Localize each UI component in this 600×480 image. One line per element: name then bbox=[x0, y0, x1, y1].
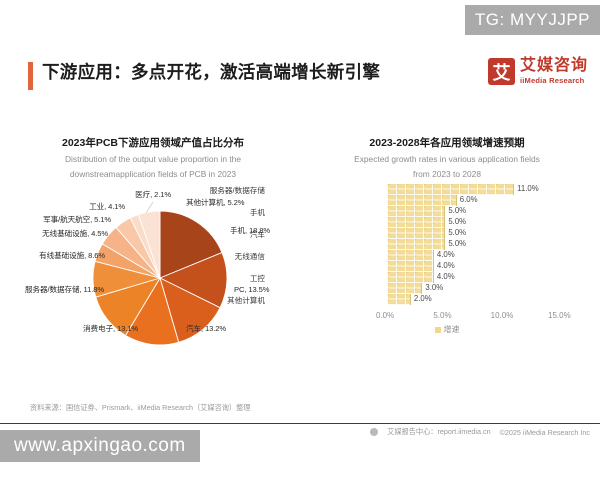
bar-category-label: 无线通信 bbox=[234, 252, 265, 261]
title-accent-bar bbox=[28, 62, 33, 90]
x-axis-tick-label: 5.0% bbox=[433, 311, 452, 320]
bar-value-label: 2.0% bbox=[413, 294, 432, 303]
bar-value-label: 4.0% bbox=[436, 261, 455, 270]
legend-swatch-icon bbox=[434, 326, 441, 333]
brand-name-cn: 艾媒咨询 bbox=[519, 57, 588, 75]
copyright-text: ©2025 iiMedia Research Inc bbox=[499, 427, 590, 437]
bar-row: 3.0% bbox=[387, 283, 559, 294]
x-axis-tick-label: 10.0% bbox=[490, 311, 514, 320]
bar-row: 服务器/数据存储 11.0% bbox=[210, 184, 559, 195]
bar-row: 6.0% bbox=[387, 195, 559, 206]
bar-fill[interactable] bbox=[387, 217, 446, 228]
bar-row: 无线通信 4.0% bbox=[235, 250, 559, 261]
bar-fill[interactable] bbox=[387, 206, 446, 217]
pie-chart-subtitle-line2: downstreamapplication fields of PCB in 2… bbox=[69, 169, 237, 180]
bar-category-label: 汽车 bbox=[249, 230, 265, 239]
page-title: 下游应用：多点开花，激活高端增长新引擎 bbox=[42, 62, 381, 82]
bar-chart-subtitle-line2: from 2023 to 2028 bbox=[413, 169, 481, 180]
bar-fill[interactable] bbox=[387, 283, 423, 294]
pie-slice-label: 军事/航天航空, 5.1% bbox=[43, 215, 111, 224]
pie-slice-label: 消费电子, 13.1% bbox=[82, 324, 138, 333]
pie-slice-label: 服务器/数据存储, 11.8% bbox=[25, 285, 104, 294]
footer-meta: 艾媒报告中心：report.iimedia.cn ©2025 iiMedia R… bbox=[370, 427, 590, 437]
pie-svg bbox=[92, 201, 228, 346]
x-axis-tick-label: 15.0% bbox=[548, 311, 571, 320]
report-center-link[interactable]: 艾媒报告中心：report.iimedia.cn bbox=[387, 427, 491, 436]
pie-slice-label: 手机, 18.8% bbox=[230, 226, 271, 235]
brand-text-block: 艾媒咨询 iiMedia Research bbox=[520, 58, 588, 85]
pie-slice-label: PC, 13.5% bbox=[234, 285, 270, 294]
pie-slice-label: 汽车, 13.2% bbox=[186, 324, 227, 333]
telegram-watermark: TG: MYYJJPP bbox=[464, 5, 600, 35]
bar-chart-legend: 增速 bbox=[302, 324, 592, 335]
pie-chart-panel: 2023年PCB下游应用领域产值占比分布 Distribution of the… bbox=[8, 118, 298, 388]
bar-row: 5.0% bbox=[387, 239, 559, 250]
bar-row: 手机 5.0% bbox=[250, 206, 559, 217]
legend-label: 增速 bbox=[443, 325, 460, 334]
pie-chart-subtitle-line1: Distribution of the output value proport… bbox=[65, 154, 241, 165]
bar-fill[interactable] bbox=[387, 184, 515, 195]
bar-value-label: 6.0% bbox=[459, 195, 478, 204]
bar-category-label: 其他计算机 bbox=[227, 296, 265, 305]
bar-value-label: 11.0% bbox=[517, 184, 539, 193]
pie-slice bbox=[158, 251, 228, 309]
bar-chart-panel: 2023-2028年各应用领域增速预期 Expected growth rate… bbox=[210, 118, 592, 388]
bar-chart-title: 2023-2028年各应用领域增速预期 bbox=[369, 137, 525, 149]
bar-fill[interactable] bbox=[387, 228, 446, 239]
bar-value-label: 5.0% bbox=[448, 228, 467, 237]
site-watermark: www.apxingao.com bbox=[0, 430, 200, 462]
bar-value-label: 3.0% bbox=[425, 283, 444, 292]
slide-header: 下游应用：多点开花，激活高端增长新引擎 bbox=[0, 57, 600, 97]
bar-value-label: 4.0% bbox=[436, 250, 455, 259]
bar-fill[interactable] bbox=[387, 195, 457, 206]
bar-value-label: 5.0% bbox=[448, 206, 467, 215]
bar-row: 汽车 5.0% bbox=[250, 228, 559, 239]
footer-logo-icon bbox=[370, 428, 379, 436]
pie-slice-label: 其他计算机, 5.2% bbox=[186, 198, 245, 207]
bar-fill[interactable] bbox=[387, 272, 434, 283]
pie-leader-line bbox=[145, 201, 154, 214]
bar-fill[interactable] bbox=[387, 250, 434, 261]
pie-slice-label: 医疗, 2.1% bbox=[135, 190, 171, 199]
pie-slice bbox=[137, 210, 161, 279]
bar-chart-subtitle-line1: Expected growth rates in various applica… bbox=[354, 154, 540, 165]
brand-mark-icon: 艾 bbox=[487, 58, 515, 85]
pie-slice bbox=[159, 210, 223, 279]
source-note: 资料来源：国信证券、Prismark、iiMedia Research（艾媒咨询… bbox=[30, 403, 251, 412]
bar-row: 5.0% bbox=[387, 217, 559, 228]
pie-chart-plot: 手机, 18.8% PC, 13.5% 汽车, 13.2% 消费电子, 13.1% 服务… bbox=[8, 180, 298, 380]
pie-slice bbox=[124, 276, 180, 346]
bar-row: 4.0% bbox=[387, 261, 559, 272]
pie-slice-label: 无线基础设施, 4.5% bbox=[42, 229, 108, 238]
bar-category-label: 手机 bbox=[249, 208, 265, 217]
bar-category-label: 工控 bbox=[249, 274, 265, 283]
bar-value-label: 5.0% bbox=[448, 217, 467, 226]
bar-fill[interactable] bbox=[387, 261, 434, 272]
bar-value-label: 4.0% bbox=[436, 272, 455, 281]
pie-slice bbox=[159, 277, 221, 343]
bar-category-label: 服务器/数据存储 bbox=[209, 186, 265, 195]
bar-fill[interactable] bbox=[387, 239, 446, 250]
bar-value-label: 5.0% bbox=[448, 239, 467, 248]
pie-slice-label: 有线基础设施, 8.6% bbox=[39, 251, 105, 260]
brand-logo: 艾 艾媒咨询 iiMedia Research bbox=[487, 58, 588, 85]
bar-fill[interactable] bbox=[387, 294, 411, 305]
footer-divider bbox=[0, 423, 600, 424]
x-axis-tick-label: 0.0% bbox=[376, 311, 395, 320]
pie-chart-title: 2023年PCB下游应用领域产值占比分布 bbox=[61, 137, 245, 149]
pie-slice-label: 工业, 4.1% bbox=[89, 202, 125, 211]
bar-row: 工控 4.0% bbox=[250, 272, 559, 283]
brand-name-en: iiMedia Research bbox=[519, 76, 585, 86]
bar-chart-plot: 服务器/数据存储 11.0% 6.0% 手机 5.0% 5.0% 汽车 5.0% 5.0% 无线通… bbox=[210, 180, 592, 380]
bar-row: 其他计算机 2.0% bbox=[227, 294, 559, 305]
